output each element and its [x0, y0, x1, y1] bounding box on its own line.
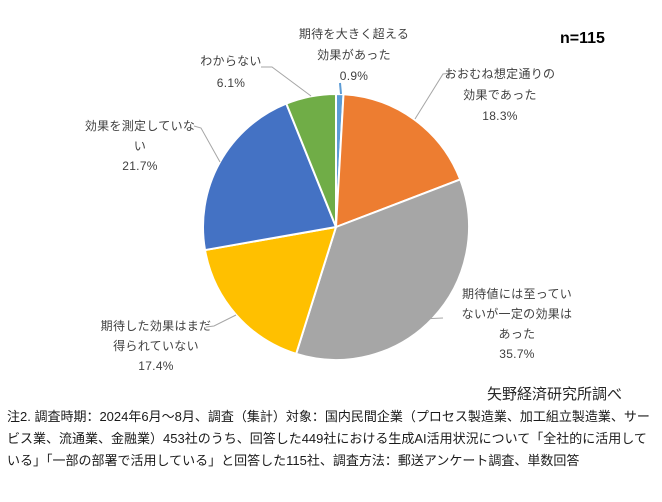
source-note: 矢野経済研究所調べ	[486, 386, 622, 403]
data-label-text: 期待値には至ってい	[461, 287, 573, 301]
data-label-value: 0.9%	[339, 69, 369, 83]
data-label-value: 17.4%	[138, 359, 174, 373]
data-label-greatly-exceeded: 期待を大きく超える 効果があった 0.9%	[284, 24, 424, 87]
pie-slice-4	[202, 102, 337, 252]
leader-line-slice-0	[339, 82, 342, 95]
data-label-some-effect: 期待値には至ってい ないが一定の効果は あった 35.7%	[442, 284, 592, 364]
data-label-text: い	[133, 139, 147, 153]
data-label-text: 効果であった	[463, 88, 537, 102]
pie-slice-3	[204, 226, 337, 355]
data-label-not-measured: 効果を測定していな い 21.7%	[65, 116, 215, 176]
data-label-value: 21.7%	[122, 159, 158, 173]
data-label-value: 18.3%	[482, 109, 518, 123]
sample-size-label: n=115	[560, 30, 605, 47]
pie	[202, 93, 470, 361]
pie-slice-5	[285, 93, 337, 228]
data-label-text: ないが一定の効果は	[461, 307, 573, 321]
data-label-as-expected: おおむね想定通りの 効果であった 18.3%	[425, 64, 575, 127]
leader-line-slice-3	[205, 314, 237, 328]
data-label-text: 効果があった	[317, 48, 391, 62]
footnote-text: 注2. 調査時期：2024年6月～8月、調査（集計）対象：国内民間企業（プロセス…	[7, 409, 650, 468]
data-label-text: 期待した効果はまだ	[100, 319, 212, 333]
data-label-text: わからない	[200, 54, 262, 68]
data-label-text: あった	[498, 327, 536, 341]
data-label-not-yet: 期待した効果はまだ 得られていない 17.4%	[81, 316, 231, 376]
data-label-value: 6.1%	[216, 76, 246, 90]
pie-slice-1	[335, 93, 462, 228]
data-label-text: 得られていない	[113, 339, 199, 353]
data-label-value: 35.7%	[499, 347, 535, 361]
leader-line-slice-5	[261, 66, 312, 97]
leader-line-slice-2	[420, 317, 444, 320]
data-label-text: 期待を大きく超える	[298, 27, 410, 41]
leader-line-slice-1	[414, 72, 452, 120]
data-label-text: 効果を測定していな	[84, 119, 196, 133]
data-label-text: おおむね想定通りの	[444, 67, 556, 81]
data-label-dont-know: わからない 6.1%	[181, 50, 281, 94]
leader-line-slice-4	[193, 125, 221, 163]
